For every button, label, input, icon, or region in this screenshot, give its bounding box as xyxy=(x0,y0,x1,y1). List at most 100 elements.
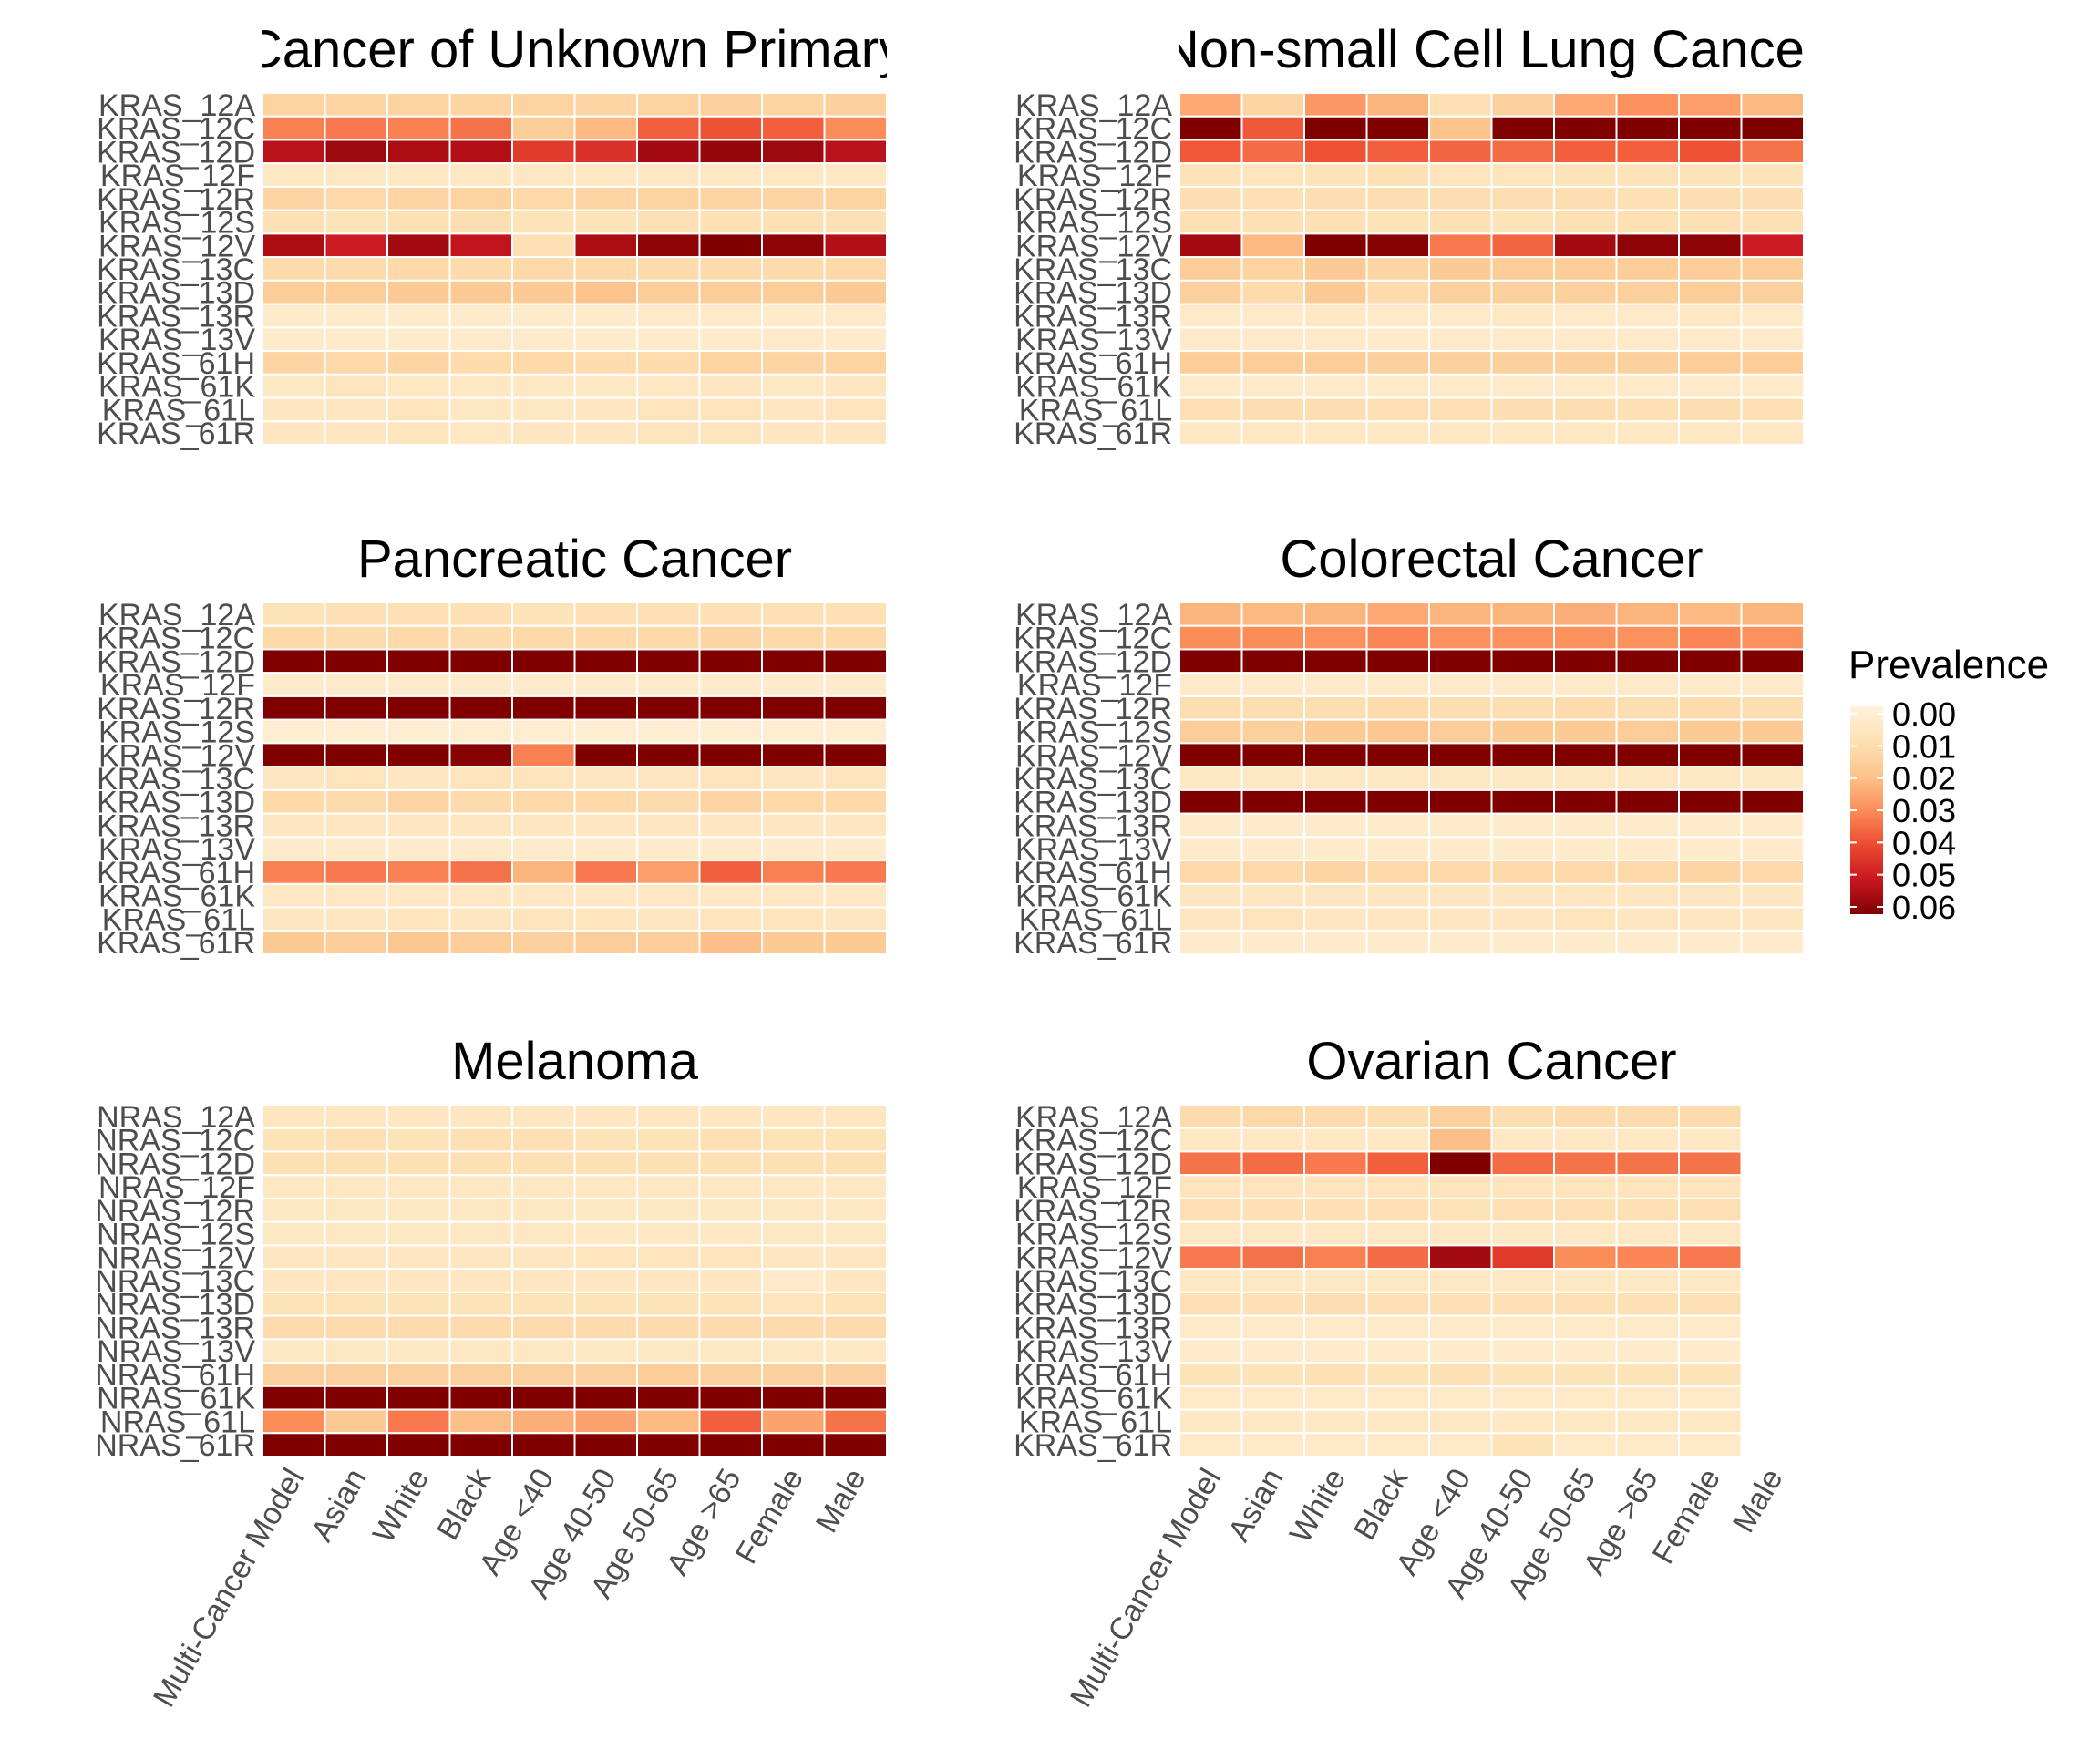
heatmap-cell xyxy=(823,279,888,305)
heatmap-cell xyxy=(1303,1268,1368,1293)
legend-tick-label: 0.00 xyxy=(1892,695,1956,733)
heatmap-cell xyxy=(1365,1338,1430,1364)
panel-title: Cancer of Unknown Primary xyxy=(244,20,905,79)
heatmap-cell xyxy=(1740,396,1805,423)
heatmap-cell xyxy=(386,1362,451,1387)
heatmap-cell xyxy=(1678,209,1743,235)
heatmap-cell xyxy=(1365,1244,1430,1271)
heatmap-cell xyxy=(1490,1408,1555,1435)
row-label: NRAS_61K xyxy=(97,1382,255,1416)
heatmap-cell xyxy=(1615,209,1680,235)
heatmap-cell xyxy=(573,303,638,329)
heatmap-cell xyxy=(1303,1127,1368,1153)
heatmap-cell xyxy=(1365,602,1430,627)
heatmap-cell xyxy=(1303,906,1368,932)
heatmap-cell xyxy=(324,812,388,839)
heatmap-cell xyxy=(1615,1150,1680,1177)
heatmap-cell xyxy=(1490,1385,1555,1411)
heatmap-cell xyxy=(573,232,638,259)
heatmap-cell xyxy=(636,326,701,353)
heatmap-cell xyxy=(698,860,763,885)
heatmap-cell xyxy=(262,1244,326,1271)
heatmap-cell xyxy=(1678,1197,1743,1223)
column-label: Multi-Cancer Model xyxy=(147,1463,311,1713)
heatmap-cell xyxy=(1428,742,1493,768)
heatmap-cell xyxy=(262,1127,326,1153)
heatmap-cell xyxy=(573,1362,638,1387)
row-label: KRAS_12A xyxy=(98,598,255,633)
heatmap-cell xyxy=(573,1174,638,1199)
heatmap-cell xyxy=(448,92,513,118)
heatmap-cell xyxy=(386,162,451,188)
heatmap-cell xyxy=(1179,303,1243,329)
heatmap-cell xyxy=(1365,303,1430,329)
heatmap-cell xyxy=(386,672,451,697)
heatmap-cell xyxy=(1428,766,1493,791)
heatmap-cell xyxy=(761,1408,826,1435)
heatmap-cell xyxy=(448,788,513,815)
heatmap-cell xyxy=(1678,1244,1743,1271)
heatmap-cell xyxy=(1615,92,1680,118)
heatmap-cell xyxy=(324,836,388,862)
heatmap-cell xyxy=(573,326,638,353)
heatmap-cell xyxy=(823,1338,888,1364)
heatmap-cell xyxy=(636,139,701,165)
heatmap-cell xyxy=(573,1127,638,1153)
heatmap-cell xyxy=(698,92,763,118)
heatmap-cell xyxy=(698,162,763,188)
heatmap-cell xyxy=(1678,162,1743,188)
heatmap-cell xyxy=(1553,115,1618,141)
row-label: KRAS_13R xyxy=(97,808,255,843)
heatmap-cell xyxy=(386,92,451,118)
heatmap-cell xyxy=(573,766,638,791)
heatmap-cell xyxy=(823,209,888,235)
heatmap-cell xyxy=(1678,672,1743,697)
heatmap-cell xyxy=(698,1220,763,1247)
heatmap-cell xyxy=(698,812,763,839)
heatmap-cell xyxy=(1490,1268,1555,1293)
heatmap-cell xyxy=(448,718,513,745)
heatmap-cell xyxy=(761,1291,826,1317)
heatmap-cell xyxy=(1240,1174,1305,1199)
heatmap-cell xyxy=(1615,1314,1680,1341)
heatmap-cell xyxy=(761,1362,826,1387)
heatmap-cell xyxy=(324,860,388,885)
heatmap-cell xyxy=(636,279,701,305)
heatmap-cell xyxy=(1740,836,1805,862)
heatmap-cell xyxy=(698,882,763,909)
heatmap-cell xyxy=(1428,1220,1493,1247)
heatmap-cell xyxy=(761,930,826,956)
heatmap-cell xyxy=(1615,1408,1680,1435)
heatmap-cell xyxy=(1365,1220,1430,1247)
heatmap-cell xyxy=(448,279,513,305)
heatmap-cell xyxy=(1615,326,1680,353)
heatmap-cell xyxy=(511,788,576,815)
heatmap-cell xyxy=(1179,718,1243,745)
heatmap-cell xyxy=(324,1104,388,1129)
heatmap-cell xyxy=(1490,1104,1555,1129)
heatmap-cell xyxy=(511,1244,576,1271)
heatmap-cell xyxy=(1240,860,1305,885)
heatmap-cell xyxy=(1303,1150,1368,1177)
heatmap-cell xyxy=(1678,1291,1743,1317)
heatmap-cell xyxy=(823,396,888,423)
heatmap-cell xyxy=(1615,1338,1680,1364)
heatmap-cell xyxy=(1303,232,1368,259)
heatmap-cell xyxy=(1179,812,1243,839)
heatmap-cell xyxy=(1365,115,1430,141)
heatmap-cell xyxy=(511,420,576,446)
heatmap-cell xyxy=(1553,139,1618,165)
heatmap-cell xyxy=(1553,373,1618,399)
heatmap-cell xyxy=(1240,209,1305,235)
heatmap-cell xyxy=(1553,1314,1618,1341)
heatmap-cell xyxy=(1553,1174,1618,1199)
heatmap-cell xyxy=(761,766,826,791)
heatmap-cell xyxy=(1303,256,1368,282)
heatmap-cell xyxy=(1740,373,1805,399)
heatmap-cell xyxy=(1615,672,1680,697)
heatmap-cell xyxy=(386,1291,451,1317)
heatmap-cell xyxy=(761,1150,826,1177)
heatmap-cell xyxy=(262,1174,326,1199)
heatmap-cell xyxy=(1240,1127,1305,1153)
heatmap-cell xyxy=(511,742,576,768)
